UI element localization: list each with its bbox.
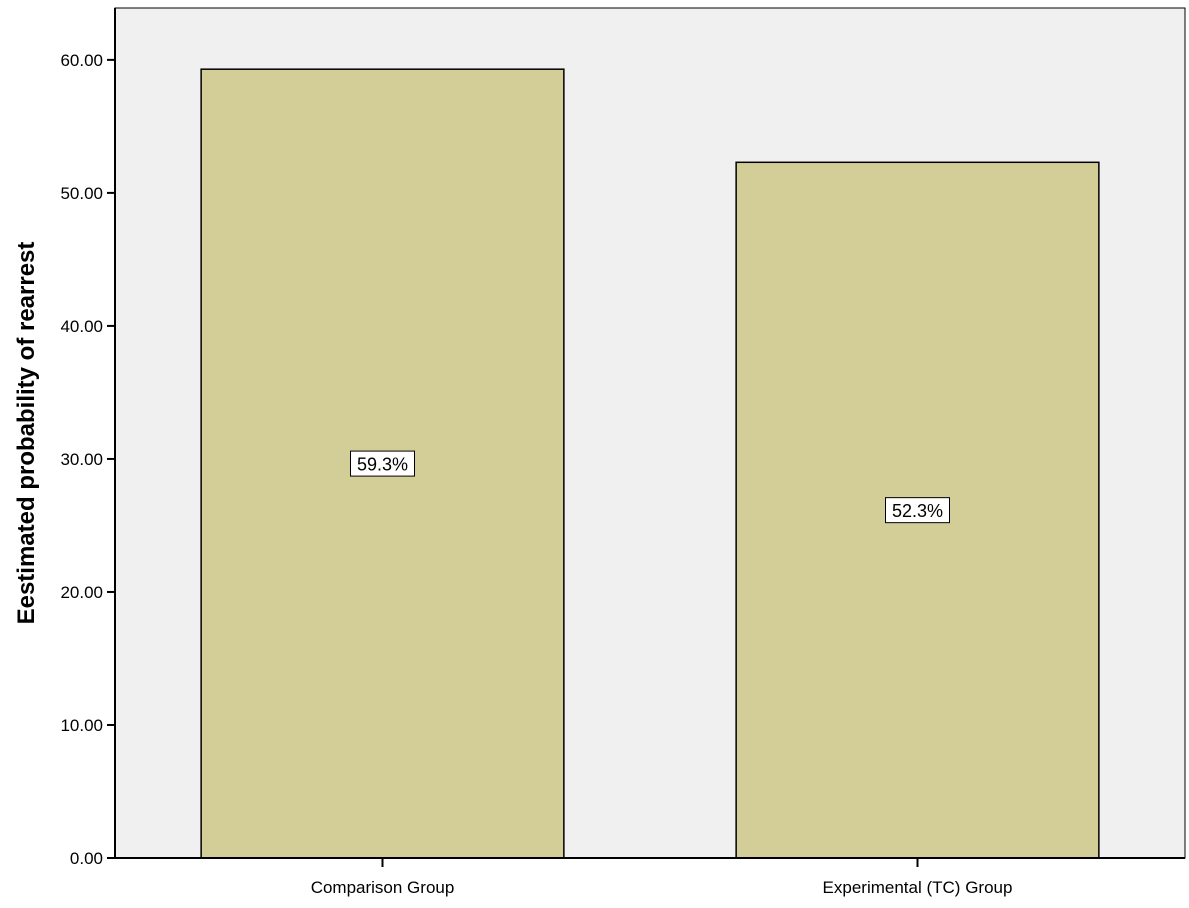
y-axis: 0.00 10.00 20.00 30.00 40.00 50.00 60.00 [60,8,116,868]
bars-group: 59.3% 52.3% [200,68,1100,859]
y-tick-label: 20.00 [60,583,103,602]
data-label: 52.3% [892,501,943,521]
y-tick-label: 30.00 [60,450,103,469]
data-label-box [885,497,950,524]
x-axis: Comparison Group Experimental (TC) Group [115,857,1185,897]
y-tick-label: 60.00 [60,51,103,70]
y-tick-label: 10.00 [60,716,103,735]
y-tick-label: 40.00 [60,317,103,336]
data-label-box [350,450,415,477]
y-axis-title: Eestimated probability of rearrest [13,242,40,625]
x-tick-label: Experimental (TC) Group [823,878,1013,897]
x-tick-label: Comparison Group [311,878,455,897]
y-tick-label: 50.00 [60,184,103,203]
data-label: 59.3% [357,455,408,475]
y-tick-label: 0.00 [70,849,103,868]
